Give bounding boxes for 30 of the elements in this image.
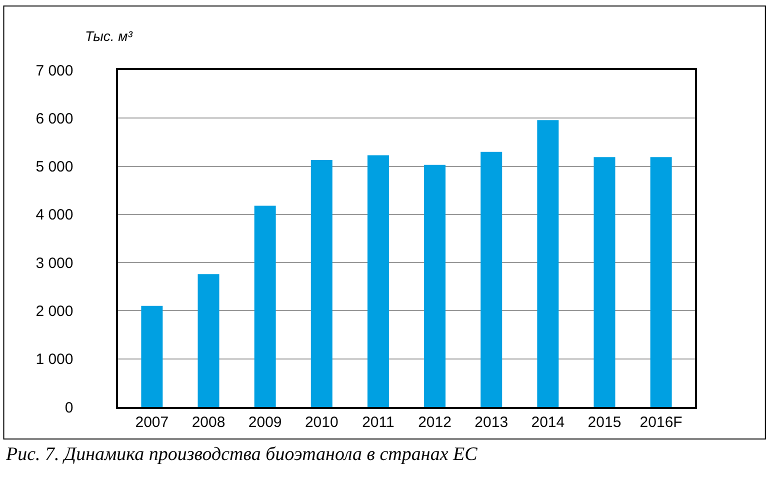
bar bbox=[480, 152, 502, 407]
x-tick-label: 2011 bbox=[362, 414, 394, 431]
bar bbox=[424, 164, 446, 407]
y-axis-title: Тыс. м³ bbox=[85, 28, 133, 44]
y-tick-label: 3 000 bbox=[36, 254, 74, 272]
x-tick-label: 2013 bbox=[474, 414, 508, 431]
bar bbox=[650, 157, 672, 407]
bar bbox=[141, 306, 163, 407]
y-tick-label: 4 000 bbox=[36, 206, 74, 224]
bar bbox=[310, 160, 332, 407]
x-tick-label: 2007 bbox=[135, 414, 169, 431]
bar bbox=[198, 274, 220, 407]
bar bbox=[594, 157, 616, 407]
x-tick-label: 2012 bbox=[418, 414, 452, 431]
y-tick-label: 7 000 bbox=[36, 62, 74, 80]
y-tick-label: 6 000 bbox=[36, 110, 74, 128]
x-tick-label: 2016F bbox=[640, 414, 682, 431]
x-tick-label: 2014 bbox=[531, 414, 565, 431]
y-tick-label: 5 000 bbox=[36, 158, 74, 176]
x-tick-label: 2010 bbox=[304, 414, 338, 431]
x-tick-label: 2009 bbox=[248, 414, 282, 431]
text: Рис. 7. Динамика производства биоэтанола в странах ЕС bbox=[5, 444, 478, 465]
y-tick-label: 2 000 bbox=[36, 302, 74, 320]
y-tick-label: 1 000 bbox=[36, 351, 74, 368]
bar bbox=[254, 206, 276, 407]
x-tick-label: 2015 bbox=[588, 414, 622, 431]
bar bbox=[367, 155, 389, 407]
y-tick-label: 0 bbox=[64, 399, 74, 416]
x-tick-label: 2008 bbox=[192, 414, 226, 431]
bar bbox=[537, 120, 559, 407]
